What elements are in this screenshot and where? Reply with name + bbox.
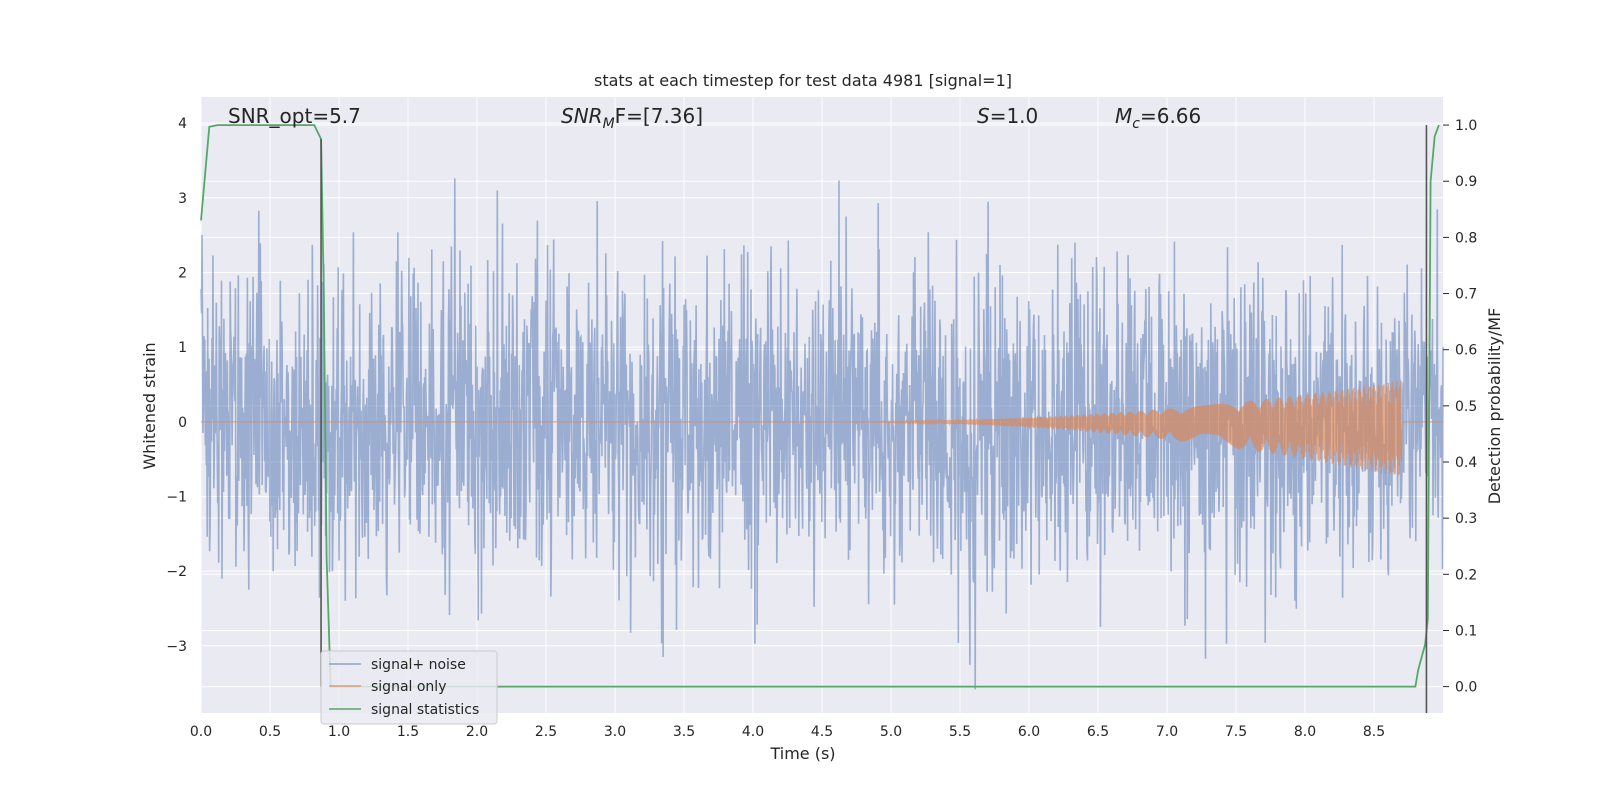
snr-mf-subscript: M: [603, 116, 615, 132]
y-right-tick-label: 0.5: [1455, 399, 1477, 415]
noise-trace: [200, 178, 1444, 690]
x-tick-label: 6.0: [1018, 724, 1040, 740]
chart-title: stats at each timestep for test data 498…: [594, 71, 1012, 90]
y-right-tick-label: 1.0: [1455, 118, 1477, 134]
signal-trace: [201, 380, 1443, 476]
x-tick-label: 3.5: [673, 724, 695, 740]
y-tick-label: 0: [178, 415, 187, 431]
x-tick-label: 0.5: [259, 724, 281, 740]
vertical-markers: [320, 125, 1428, 713]
s-value: =1.0: [990, 104, 1039, 128]
x-tick-label: 2.0: [466, 724, 488, 740]
legend-label-stats: signal statistics: [371, 702, 479, 718]
y-tick-label: −1: [166, 489, 187, 505]
y-axis-label: Whitened strain: [140, 342, 159, 469]
x-tick-label: 4.5: [811, 724, 833, 740]
y-tick-label: 3: [178, 191, 187, 207]
y-right-tick-label: 0.7: [1455, 287, 1477, 303]
x-tick-label: 7.0: [1156, 724, 1178, 740]
x-tick-label: 4.0: [742, 724, 764, 740]
y-tick-label: −2: [166, 564, 187, 580]
snr-mf-prefix: SNR: [561, 104, 603, 128]
legend-label-noise: signal+ noise: [371, 657, 466, 673]
x-tick-label: 5.5: [949, 724, 971, 740]
y-right-tick-label: 0.2: [1455, 567, 1477, 583]
y-tick-label: 2: [178, 265, 187, 281]
y-axis-ticks: 4 3 2 1 0 −1 −2 −3: [166, 116, 187, 655]
y-right-axis-ticks: 1.0 0.9 0.8 0.7 0.6 0.5 0.4 0.3 0.2 0.1 0.0: [1443, 118, 1477, 696]
signal-series: [201, 380, 1443, 476]
x-tick-label: 8.5: [1363, 724, 1385, 740]
x-tick-label: 6.5: [1087, 724, 1109, 740]
legend: signal+ noise signal only signal statist…: [320, 650, 498, 725]
x-tick-label: 7.5: [1225, 724, 1247, 740]
x-tick-label: 1.0: [328, 724, 350, 740]
noise-series: [200, 178, 1444, 690]
x-axis-label: Time (s): [769, 744, 835, 763]
annotation-snr-opt: SNR_opt=5.7: [228, 104, 361, 128]
mc-value: =6.66: [1140, 104, 1201, 128]
y-right-axis-label: Detection probability/MF: [1485, 308, 1504, 505]
y-tick-label: −3: [166, 639, 187, 655]
legend-label-signal: signal only: [371, 679, 446, 695]
x-tick-label: 3.0: [604, 724, 626, 740]
legend-box: [320, 650, 498, 725]
y-right-tick-label: 0.8: [1455, 230, 1477, 246]
x-tick-label: 0.0: [190, 724, 212, 740]
x-axis-ticks: 0.0 0.5 1.0 1.5 2.0 2.5 3.0 3.5 4.0 4.5 5.0 5.5 6.0 6…: [190, 724, 1385, 740]
y-right-tick-label: 0.9: [1455, 174, 1477, 190]
x-tick-label: 5.0: [880, 724, 902, 740]
y-right-tick-label: 0.1: [1455, 623, 1477, 639]
snr-mf-suffix: F=[7.36]: [615, 104, 703, 128]
y-right-tick-label: 0.6: [1455, 343, 1477, 359]
annotations: SNR_opt=5.7 SNRMF=[7.36] S=1.0 Mc=6.66: [228, 104, 1201, 132]
y-tick-label: 4: [178, 116, 187, 132]
annotation-mc: Mc=6.66: [1115, 104, 1201, 132]
x-tick-label: 2.5: [535, 724, 557, 740]
mc-variable: M: [1115, 104, 1132, 128]
s-variable: S: [977, 104, 990, 128]
mc-subscript: c: [1132, 116, 1140, 132]
x-tick-label: 1.5: [397, 724, 419, 740]
y-right-tick-label: 0.4: [1455, 455, 1477, 471]
x-tick-label: 8.0: [1294, 724, 1316, 740]
y-right-tick-label: 0.0: [1455, 680, 1477, 696]
y-right-tick-label: 0.3: [1455, 511, 1477, 527]
annotation-snr-mf: SNRMF=[7.36]: [561, 104, 703, 132]
y-tick-label: 1: [178, 340, 187, 356]
annotation-s: S=1.0: [977, 104, 1038, 128]
